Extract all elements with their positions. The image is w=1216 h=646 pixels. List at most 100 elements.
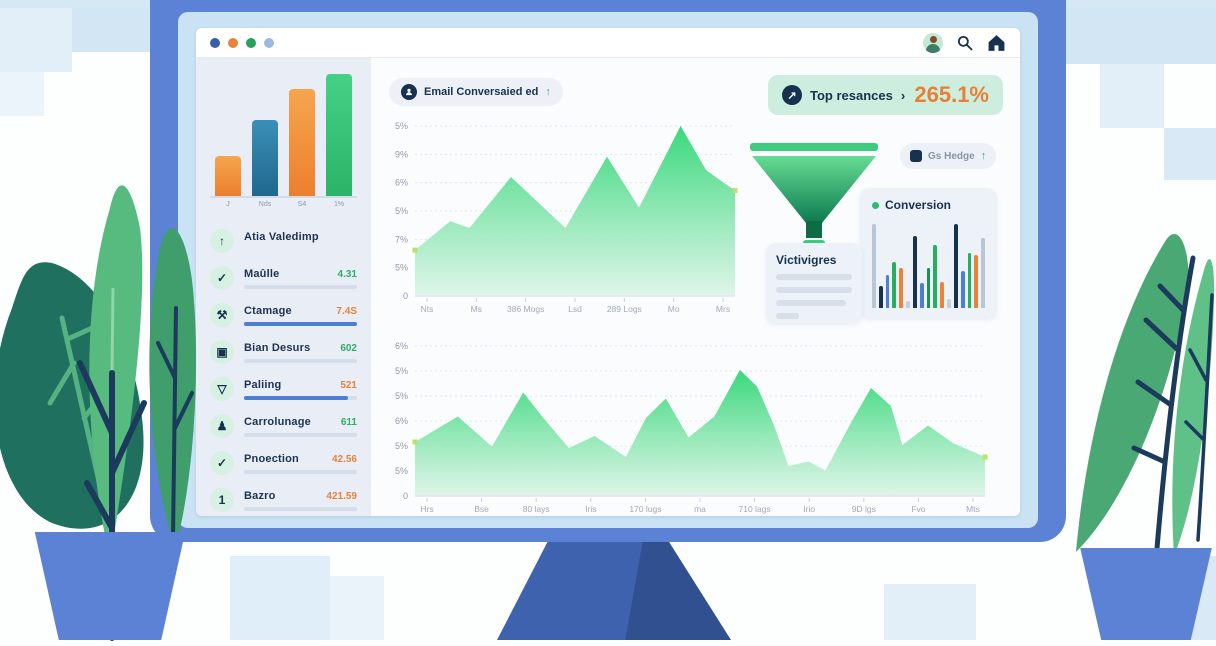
number-one-icon: 1: [210, 488, 234, 512]
window-dot[interactable]: [228, 37, 238, 48]
progress-bar: [244, 322, 357, 326]
top-badge-value: 265.1%: [914, 82, 989, 107]
sidebar-item-label: Ctamage: [244, 305, 292, 317]
victivigres-card[interactable]: Victivigres: [766, 243, 862, 323]
trend-up-icon: ↑: [545, 86, 551, 98]
funnel-top-bar: [750, 143, 878, 151]
sidebar-item[interactable]: ✓ Pnoection 42.56: [210, 451, 357, 475]
sidebar-item[interactable]: ✓ Maûlle 4.31: [210, 266, 357, 290]
sidebar-item[interactable]: ↑ Atia Valedimp: [210, 229, 357, 253]
progress-bar: [244, 507, 357, 511]
square-swatch-icon: [910, 150, 922, 162]
right-plant-pot: [1080, 548, 1212, 640]
sidebar-item-label: Bazro: [244, 490, 276, 502]
sidebar-item-value: 7.4S: [336, 306, 357, 317]
sidebar-item[interactable]: ♟ Carrolunage 611: [210, 414, 357, 438]
background-square: [884, 584, 976, 640]
left-plant: [0, 185, 197, 641]
chevron-right-icon: ›: [900, 87, 906, 103]
conversion-bar: [872, 224, 876, 308]
background-square: [1066, 8, 1216, 64]
sidebar-item-value: 421.59: [326, 491, 357, 502]
background-square: [1100, 64, 1164, 128]
person-icon: ♟: [210, 414, 234, 438]
conversion-bar: [919, 283, 924, 308]
conversion-bar: [926, 268, 931, 308]
y-tick-label: 5%: [395, 391, 408, 401]
mini-bar: [289, 89, 315, 196]
sidebar-item-value: 4.31: [337, 269, 357, 280]
conversion-bar: [906, 301, 910, 308]
conversion-bar: [892, 262, 897, 308]
area-chart-1: 5% 9% 6% 5% 7% 5% 0 Nts Ms 386 Mogs Lsd 289 Logs Mo M…: [381, 118, 741, 327]
person-badge-icon: [401, 84, 417, 100]
x-tick-label: Bse: [474, 504, 489, 514]
user-avatar[interactable]: [923, 32, 943, 53]
sidebar-item-label: Pnoection: [244, 453, 299, 465]
window-dot[interactable]: [246, 37, 256, 48]
x-tick-label: Iris: [585, 504, 596, 514]
avatar-body: [926, 43, 940, 53]
sidebar-item[interactable]: 1 Bazro 421.59: [210, 488, 357, 512]
funnel-graphic: [750, 143, 878, 254]
x-tick-label: Hrs: [420, 504, 433, 514]
conversion-bar: [967, 253, 972, 308]
mini-bar-label: Nds: [258, 201, 272, 208]
sidebar-item[interactable]: ▽ Paliing 521: [210, 377, 357, 401]
flag-icon: ▣: [210, 340, 234, 364]
area-chart-1-svg: 5% 9% 6% 5% 7% 5% 0 Nts Ms 386 Mogs Lsd 289 Logs Mo M…: [395, 121, 738, 314]
area-chart-2-svg: 6% 5% 5% 6% 5% 5% 0 Hrs Bse 80 lays Iris 170 lugs ma…: [395, 341, 988, 514]
conversion-card[interactable]: Conversion: [860, 188, 997, 318]
placeholder-line: [776, 300, 846, 306]
sidebar-item-value: 42.56: [331, 454, 357, 465]
progress-bar: [244, 285, 357, 289]
sidebar-item[interactable]: ⚒ Ctamage 7.4S: [210, 303, 357, 327]
top-resances-badge[interactable]: ↗ Top resances › 265.1%: [768, 75, 1003, 115]
x-tick-label: 386 Mogs: [507, 304, 544, 314]
main-content: Email Conversaied ed ↑ ↗ Top resances › …: [371, 58, 1020, 516]
progress-bar: [244, 470, 357, 474]
hedge-badge[interactable]: Gs Hedge ↑: [900, 143, 997, 169]
email-conversion-badge[interactable]: Email Conversaied ed ↑: [389, 78, 563, 106]
conversion-card-title: Conversion: [885, 198, 952, 212]
status-dot-icon: [872, 201, 879, 209]
y-tick-label: 9%: [395, 149, 408, 159]
sidebar-items: ↑ Atia Valedimp ✓ Maûlle 4.31 ⚒ Ctamage 7.4S ▣ Bi…: [210, 229, 357, 512]
mini-bar-label: S4: [297, 201, 307, 208]
area-series: [415, 370, 985, 496]
background-square: [230, 556, 330, 640]
trend-up-icon: ↑: [980, 150, 987, 162]
top-badge-label: Top resances: [810, 87, 893, 103]
window-dot[interactable]: [264, 37, 274, 48]
home-icon[interactable]: [987, 34, 1006, 52]
background-square: [0, 72, 44, 116]
victivigres-card-title: Victivigres: [776, 253, 837, 267]
sidebar-item[interactable]: ▣ Bian Desurs 602: [210, 340, 357, 364]
background-square: [330, 576, 384, 640]
background-square: [1164, 128, 1216, 180]
search-icon[interactable]: [956, 34, 974, 52]
conversion-bar: [912, 236, 917, 308]
browser-window: J Nds S4 1% ↑ Atia Valedimp ✓ Maûlle 4.31 ⚒ Ctama…: [196, 28, 1020, 516]
sidebar-item-label: Carrolunage: [244, 416, 311, 428]
arrow-up-right-icon: ↗: [782, 85, 802, 105]
browser-topbar: [196, 28, 1020, 58]
x-tick-label: ma: [694, 504, 706, 514]
y-tick-label: 5%: [395, 441, 408, 451]
area-chart-2: 6% 5% 5% 6% 5% 5% 0 Hrs Bse 80 lays Iris 170 lugs ma…: [381, 338, 991, 516]
x-tick-label: Fvo: [911, 504, 925, 514]
progress-bar: [244, 433, 357, 437]
conversion-bar: [899, 268, 904, 308]
progress-bar: [244, 396, 357, 400]
conversion-bar: [981, 238, 986, 308]
y-tick-label: 6%: [395, 178, 408, 188]
sidebar-mini-labels: J Nds S4 1%: [210, 198, 357, 216]
x-tick-label: Ms: [471, 304, 482, 314]
arrow-up-icon: ↑: [210, 229, 234, 253]
x-tick-label: 9D lgs: [852, 504, 876, 514]
y-tick-label: 6%: [395, 341, 408, 351]
y-tick-label: 0: [403, 491, 408, 501]
x-tick-label: Nts: [421, 304, 434, 314]
window-dot[interactable]: [210, 37, 220, 48]
funnel-icon: ▽: [210, 377, 234, 401]
